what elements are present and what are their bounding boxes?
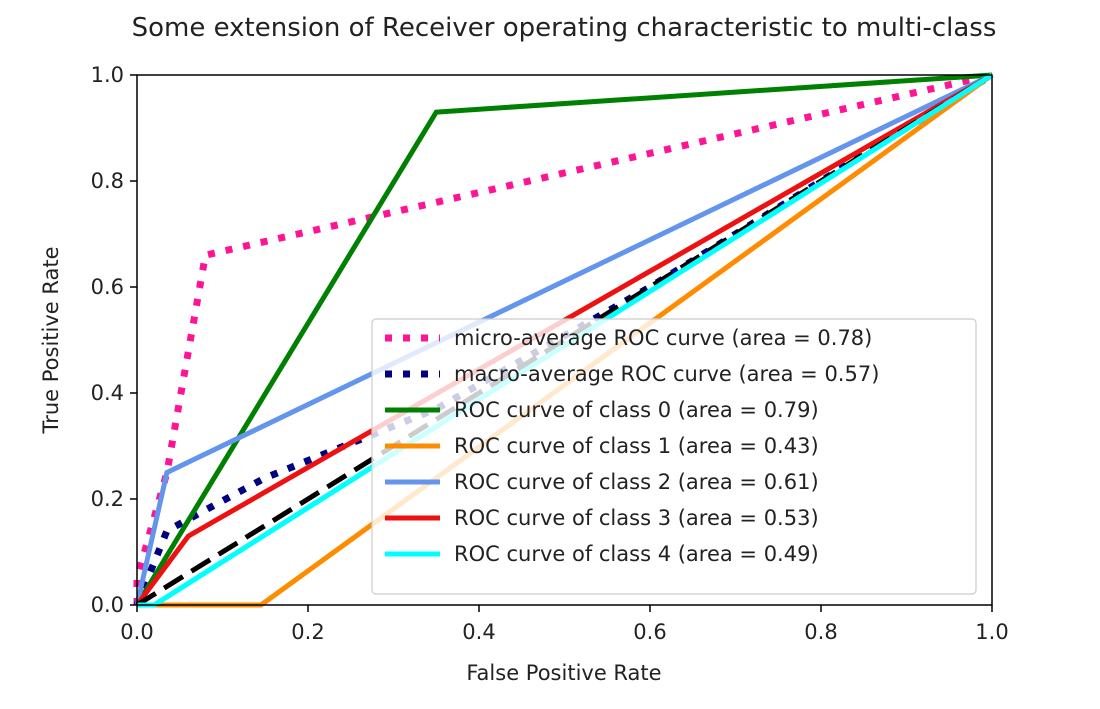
y-tick-label: 0.6 — [91, 275, 124, 299]
legend: micro-average ROC curve (area = 0.78) mac… — [371, 318, 977, 595]
y-tick-label: 0.2 — [91, 487, 124, 511]
series-line-6 — [134, 72, 994, 607]
chart-title: Some extension of Receiver operating cha… — [132, 13, 997, 43]
x-axis-label: False Positive Rate — [466, 661, 661, 685]
legend-box — [371, 318, 977, 595]
x-tick-label: 0.0 — [120, 620, 153, 644]
legend-label-roc-curve-of-class-0-area-0-79: ROC curve of class 0 (area = 0.79) — [454, 398, 819, 422]
legend-label-micro-average-roc-curve-area-0-78: micro-average ROC curve (area = 0.78) — [454, 326, 872, 350]
x-axis-ticks: 0.0 0.2 0.4 0.6 0.8 1.0 — [120, 605, 1009, 644]
y-tick-label: 0.8 — [91, 169, 124, 193]
y-tick-label: 0.0 — [91, 593, 124, 617]
plot-frame — [136, 74, 993, 606]
series-line-5 — [134, 72, 994, 606]
legend-label-roc-curve-of-class-4-area-0-49: ROC curve of class 4 (area = 0.49) — [454, 542, 819, 566]
y-axis-ticks: 0.0 0.2 0.4 0.6 0.8 1.0 — [91, 63, 137, 617]
x-tick-label: 0.6 — [633, 620, 666, 644]
y-tick-label: 1.0 — [91, 63, 124, 87]
legend-label-roc-curve-of-class-3-area-0-53: ROC curve of class 3 (area = 0.53) — [454, 506, 819, 530]
legend-label-roc-curve-of-class-2-area-0-61: ROC curve of class 2 (area = 0.61) — [454, 470, 819, 494]
legend-label-roc-curve-of-class-1-area-0-43: ROC curve of class 1 (area = 0.43) — [454, 434, 819, 458]
x-tick-label: 0.4 — [462, 620, 495, 644]
legend-label-macro-average-roc-curve-area-0-57: macro-average ROC curve (area = 0.57) — [454, 362, 879, 386]
y-tick-label: 0.4 — [91, 381, 124, 405]
x-tick-label: 0.2 — [291, 620, 324, 644]
x-tick-label: 1.0 — [975, 620, 1008, 644]
x-tick-label: 0.8 — [804, 620, 837, 644]
y-axis-label: True Positive Rate — [39, 246, 63, 434]
series-line-2 — [133, 72, 994, 607]
